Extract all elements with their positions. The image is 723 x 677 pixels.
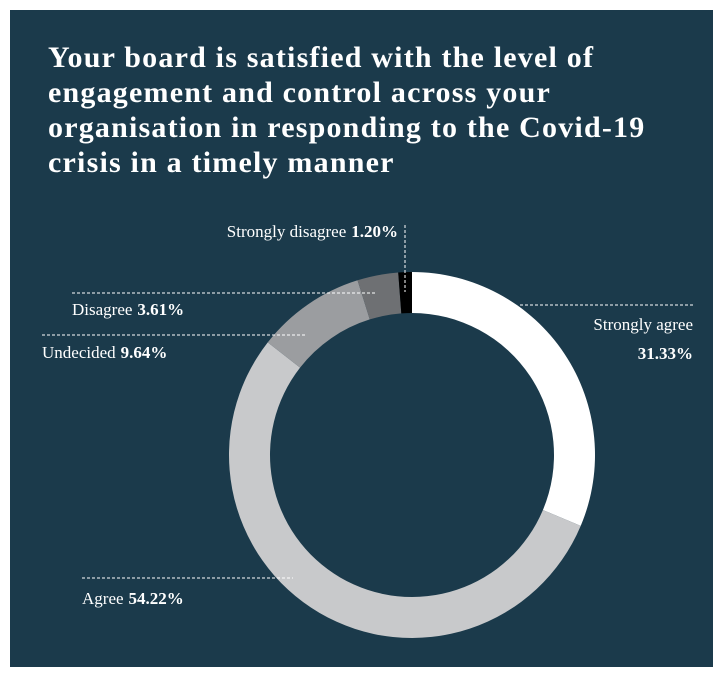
slice-label: Agree 54.22% [82, 589, 184, 608]
label-name: Agree [82, 589, 124, 608]
slice-label: Disagree 3.61% [72, 300, 184, 319]
panel [10, 10, 713, 667]
label-name: Strongly agree [593, 315, 693, 334]
label-value: 9.64% [121, 343, 168, 362]
donut-segment [357, 272, 402, 320]
donut-segment [267, 280, 370, 368]
donut-segment [398, 272, 412, 314]
label-name: Disagree [72, 300, 132, 319]
chart-title: Your board is satisfied with the level o… [48, 41, 646, 179]
label-name: Strongly disagree [227, 222, 346, 241]
slice-label: Undecided 9.64% [42, 343, 167, 362]
label-value: 54.22% [129, 589, 184, 608]
donut-segment [229, 342, 581, 638]
label-value: 1.20% [351, 222, 398, 241]
slice-label: Strongly disagree 1.20% [227, 222, 398, 241]
label-value: 3.61% [137, 300, 184, 319]
label-name: Undecided [42, 343, 116, 362]
donut-segment [412, 272, 595, 526]
label-value: 31.33% [638, 344, 693, 363]
